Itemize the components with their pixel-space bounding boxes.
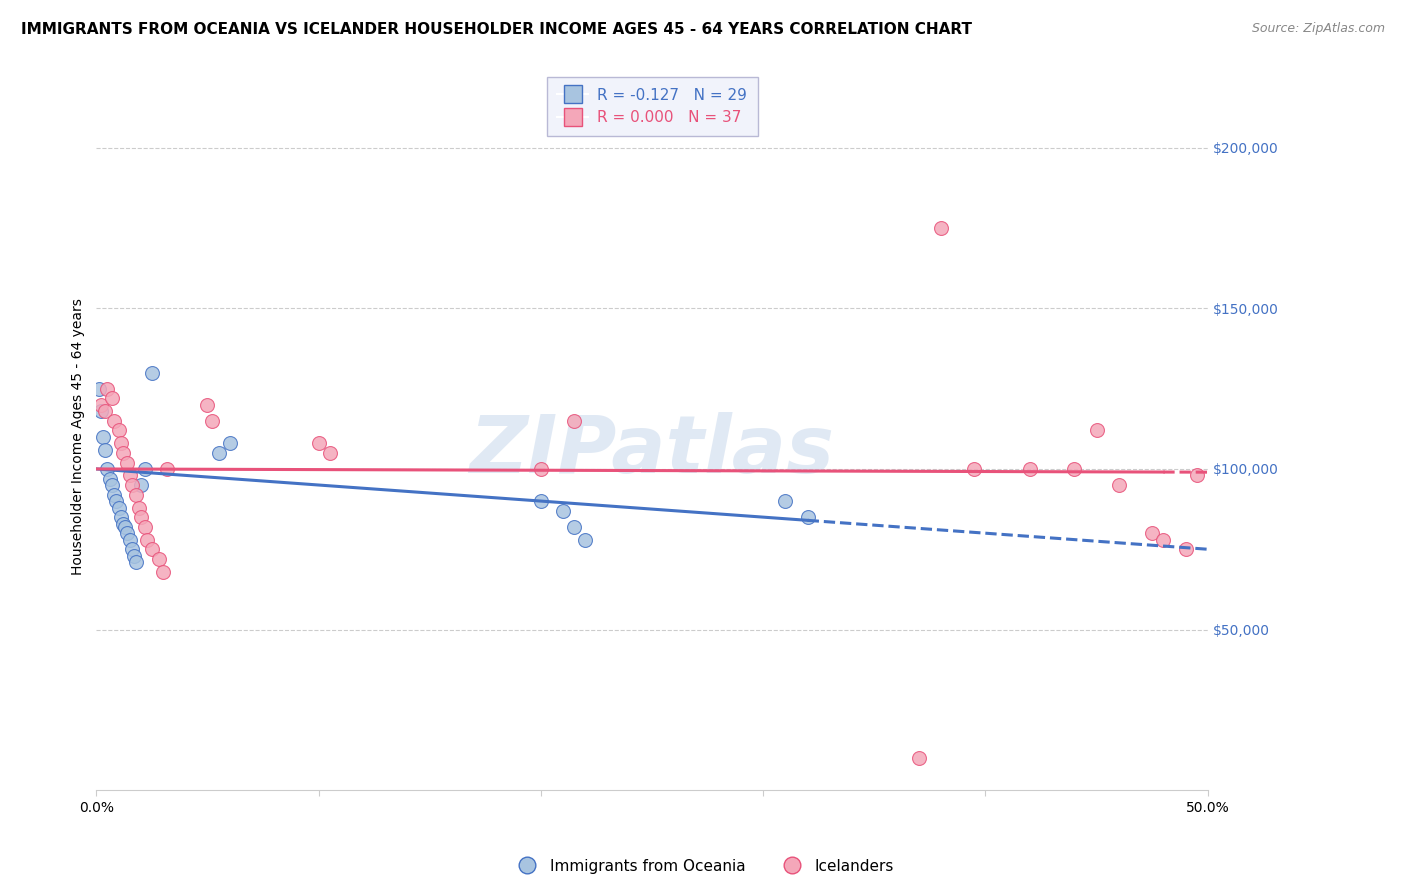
Point bbox=[117, 456, 139, 470]
Point bbox=[134, 462, 156, 476]
Point bbox=[110, 510, 132, 524]
Point bbox=[1174, 542, 1197, 557]
Y-axis label: Householder Income Ages 45 - 64 years: Householder Income Ages 45 - 64 years bbox=[72, 299, 86, 575]
Point bbox=[1140, 526, 1163, 541]
Point bbox=[110, 436, 132, 450]
Point bbox=[122, 549, 145, 563]
Point bbox=[134, 520, 156, 534]
Point bbox=[129, 478, 152, 492]
Point bbox=[1063, 462, 1085, 476]
Point bbox=[117, 526, 139, 541]
Legend: R = -0.127   N = 29, R = 0.000   N = 37: R = -0.127 N = 29, R = 0.000 N = 37 bbox=[547, 77, 758, 136]
Point bbox=[129, 510, 152, 524]
Point bbox=[530, 494, 553, 508]
Point bbox=[1108, 478, 1130, 492]
Point bbox=[118, 533, 141, 547]
Point bbox=[94, 442, 117, 457]
Point bbox=[103, 488, 125, 502]
Text: ZIPatlas: ZIPatlas bbox=[470, 412, 835, 490]
Point bbox=[156, 462, 179, 476]
Point bbox=[136, 533, 159, 547]
Point bbox=[118, 468, 141, 483]
Point bbox=[103, 414, 125, 428]
Legend: Immigrants from Oceania, Icelanders: Immigrants from Oceania, Icelanders bbox=[506, 853, 900, 880]
Point bbox=[152, 565, 174, 579]
Point bbox=[141, 542, 163, 557]
Text: IMMIGRANTS FROM OCEANIA VS ICELANDER HOUSEHOLDER INCOME AGES 45 - 64 YEARS CORRE: IMMIGRANTS FROM OCEANIA VS ICELANDER HOU… bbox=[21, 22, 972, 37]
Point bbox=[319, 446, 342, 460]
Point bbox=[101, 392, 124, 406]
Point bbox=[197, 398, 219, 412]
Point bbox=[1019, 462, 1042, 476]
Point bbox=[207, 446, 229, 460]
Point bbox=[112, 516, 135, 531]
Point bbox=[90, 404, 112, 418]
Point bbox=[125, 488, 148, 502]
Point bbox=[907, 751, 929, 765]
Point bbox=[1152, 533, 1174, 547]
Point bbox=[96, 382, 118, 396]
Point bbox=[574, 533, 596, 547]
Point bbox=[96, 462, 118, 476]
Point bbox=[87, 382, 110, 396]
Point bbox=[530, 462, 553, 476]
Point bbox=[929, 221, 952, 235]
Point bbox=[94, 404, 117, 418]
Point bbox=[91, 430, 114, 444]
Point bbox=[562, 414, 585, 428]
Point bbox=[107, 500, 129, 515]
Point bbox=[114, 520, 136, 534]
Point bbox=[308, 436, 330, 450]
Point bbox=[148, 552, 170, 566]
Point bbox=[90, 398, 112, 412]
Point bbox=[218, 436, 240, 450]
Point bbox=[141, 366, 163, 380]
Point bbox=[796, 510, 818, 524]
Point bbox=[112, 446, 135, 460]
Point bbox=[963, 462, 986, 476]
Point bbox=[775, 494, 797, 508]
Point bbox=[101, 478, 124, 492]
Point bbox=[125, 555, 148, 569]
Text: Source: ZipAtlas.com: Source: ZipAtlas.com bbox=[1251, 22, 1385, 36]
Point bbox=[107, 424, 129, 438]
Point bbox=[98, 472, 121, 486]
Point bbox=[201, 414, 224, 428]
Point bbox=[1085, 424, 1108, 438]
Point bbox=[128, 500, 150, 515]
Point bbox=[562, 520, 585, 534]
Point bbox=[121, 542, 143, 557]
Point bbox=[105, 494, 128, 508]
Point bbox=[553, 504, 575, 518]
Point bbox=[121, 478, 143, 492]
Point bbox=[1185, 468, 1208, 483]
